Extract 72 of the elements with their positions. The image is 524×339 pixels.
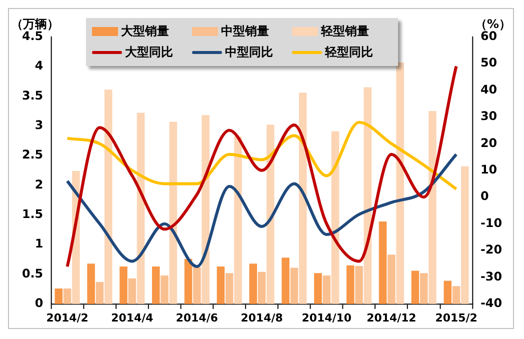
y-tick-label: 4 — [34, 58, 44, 73]
bar — [420, 273, 428, 304]
bar — [282, 258, 290, 304]
y2-tick-label: -20 — [480, 242, 502, 257]
bar — [461, 166, 469, 304]
y2-tick-label: 40 — [480, 82, 498, 96]
y-tick-label: 4.5 — [22, 28, 44, 43]
y2-tick-label: -30 — [480, 269, 502, 284]
y-tick-label: 0.5 — [22, 266, 44, 280]
bar — [120, 266, 128, 304]
x-tick-label: 2014/4 — [111, 311, 154, 324]
bar — [411, 270, 420, 304]
x-tick-label: 2014/12 — [366, 311, 416, 324]
y-tick-label: 3 — [34, 118, 44, 132]
bar — [160, 275, 168, 304]
bar — [54, 288, 63, 304]
bar — [87, 264, 95, 304]
y2-tick-label: 0 — [480, 189, 489, 204]
y-tick-label: 1 — [34, 236, 44, 251]
y2-tick-label: -40 — [480, 296, 502, 310]
bar — [428, 111, 436, 304]
x-tick-label: 2015/2 — [435, 311, 478, 324]
legend-label: 中型同比 — [225, 44, 273, 61]
y2-tick-label: -10 — [480, 216, 502, 230]
bar — [396, 62, 404, 304]
bar — [258, 272, 266, 304]
y2-tick-label: 20 — [480, 136, 498, 150]
bar — [444, 280, 452, 304]
bar — [346, 265, 354, 304]
bar — [63, 288, 72, 304]
bar — [152, 266, 160, 304]
bar — [128, 278, 136, 304]
line-series — [66, 152, 458, 268]
bar — [355, 266, 363, 304]
y-tick-label: 1.5 — [22, 207, 44, 222]
bar — [388, 254, 396, 304]
y-tick-label: 0 — [34, 296, 44, 310]
y2-tick-label: 10 — [480, 162, 498, 176]
legend-label: 轻型销量 — [321, 23, 369, 40]
bar — [225, 273, 234, 304]
bar — [216, 266, 225, 304]
y-tick-label: 2.5 — [22, 148, 44, 162]
bar — [202, 115, 210, 304]
x-tick-label: 2014/6 — [176, 311, 218, 324]
y2-tick-label: 50 — [480, 56, 498, 70]
legend-label: 中型销量 — [221, 23, 269, 40]
y2-axis-title: （%） — [475, 17, 512, 31]
x-tick-label: 2014/2 — [46, 311, 88, 324]
bar — [290, 268, 298, 304]
legend-label: 大型销量 — [121, 23, 169, 40]
line-series — [66, 64, 458, 268]
x-tick-label: 2014/10 — [302, 311, 352, 324]
bar — [322, 275, 331, 304]
y-tick-label: 3.5 — [22, 88, 44, 102]
x-tick-label: 2014/8 — [240, 311, 283, 324]
bar — [249, 264, 258, 304]
y2-tick-label: 30 — [480, 109, 498, 124]
bar — [96, 282, 104, 304]
bar — [234, 136, 242, 304]
bar — [193, 267, 201, 304]
y-tick-label: 2 — [34, 177, 44, 192]
bar — [184, 258, 192, 304]
legend-label: 轻型同比 — [325, 44, 373, 61]
y-axis-title: （万辆） — [10, 17, 60, 31]
legend-label: 大型同比 — [125, 44, 173, 61]
bar — [378, 221, 387, 304]
bar — [452, 286, 460, 304]
bar — [266, 124, 274, 304]
line-series — [66, 120, 458, 191]
bar — [314, 273, 322, 304]
bar — [104, 90, 112, 304]
bar — [169, 122, 178, 304]
